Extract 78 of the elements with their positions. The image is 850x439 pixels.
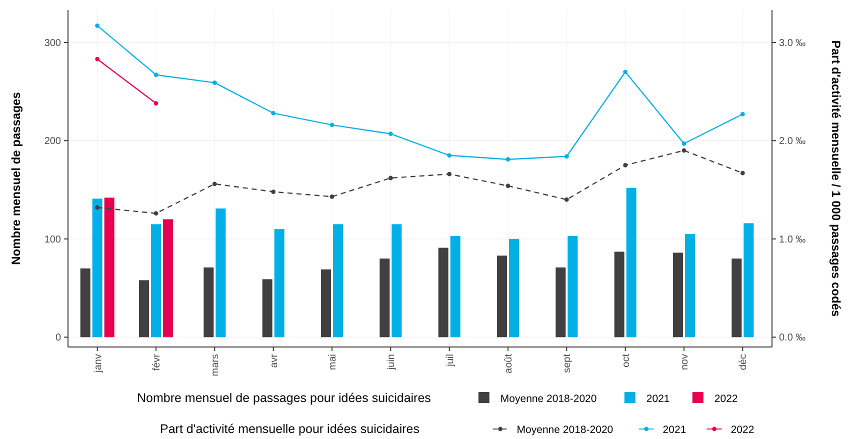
point xyxy=(154,72,158,78)
x-tick-label: juin xyxy=(386,354,398,371)
bar xyxy=(450,236,460,338)
legend-title: Nombre mensuel de passages pour idées suicidaires xyxy=(137,391,431,405)
x-tick-label: oct xyxy=(620,354,632,368)
legend-label: Moyenne 2018-2020 xyxy=(500,393,597,405)
x-tick-label: avr xyxy=(268,353,280,368)
point xyxy=(388,132,393,136)
point xyxy=(564,154,569,159)
legend-label: 2021 xyxy=(662,424,686,436)
bar xyxy=(274,229,284,338)
bar xyxy=(104,198,114,338)
point xyxy=(154,101,158,106)
legend-label: 2021 xyxy=(646,393,670,405)
point xyxy=(623,70,628,74)
x-tick-label: août xyxy=(504,354,514,374)
bar xyxy=(732,258,742,338)
x-tick-label: juil xyxy=(444,354,456,368)
legend-label: 2022 xyxy=(730,424,754,436)
point xyxy=(682,141,686,146)
point xyxy=(506,184,510,188)
x-tick-label: nov xyxy=(680,354,690,370)
point xyxy=(388,176,393,180)
bar xyxy=(556,267,566,338)
point xyxy=(271,190,276,194)
point xyxy=(330,122,334,128)
legend-label: Moyenne 2018-2020 xyxy=(516,424,614,436)
bar xyxy=(321,269,331,338)
bar xyxy=(204,267,214,338)
bar xyxy=(568,236,578,338)
y-tick-label: 100 xyxy=(44,234,62,246)
point xyxy=(330,194,334,199)
y2-tick-label: 3.0 ‰ xyxy=(779,38,806,49)
y-axis-title: Nombre mensuel de passages xyxy=(9,92,23,265)
legend-label: 2022 xyxy=(714,393,738,405)
point xyxy=(506,157,510,162)
point xyxy=(95,205,100,210)
point xyxy=(740,112,745,116)
point xyxy=(271,110,276,116)
point xyxy=(682,148,686,153)
point xyxy=(564,197,569,202)
x-tick-label: déc xyxy=(738,354,750,370)
y2-axis-title: Part d'activité mensuelle / 1 000 passages codés xyxy=(829,40,843,317)
bar xyxy=(685,234,695,338)
bar xyxy=(333,224,343,338)
bar xyxy=(380,258,390,338)
point xyxy=(740,170,745,176)
bar xyxy=(614,252,624,338)
point xyxy=(154,211,158,216)
y2-tick-label: 1.0 ‰ xyxy=(779,234,806,246)
point xyxy=(95,24,100,28)
x-tick-label: mai xyxy=(328,354,338,370)
point xyxy=(447,153,452,158)
bar xyxy=(626,188,636,338)
bar xyxy=(163,219,173,338)
bar xyxy=(509,238,519,338)
point xyxy=(95,56,100,62)
y-tick-label: 0 xyxy=(55,332,62,344)
text: Part d'activité mensuelle pour idées suicidaires xyxy=(160,422,420,436)
point xyxy=(623,163,628,168)
x-tick-label: févr xyxy=(152,353,162,371)
x-tick-label: sept xyxy=(562,354,574,373)
bar xyxy=(438,248,448,338)
y-tick-label: 300 xyxy=(44,38,62,49)
y-tick-label: 200 xyxy=(44,136,62,148)
bar xyxy=(216,208,226,338)
x-tick-label: mars xyxy=(210,354,222,376)
point xyxy=(212,182,217,186)
y2-tick-label: 2.0 ‰ xyxy=(779,136,806,148)
bar xyxy=(673,252,683,338)
x-tick-label: janv xyxy=(92,354,104,374)
point xyxy=(447,172,452,176)
y2-tick-label: 0.0 ‰ xyxy=(779,332,806,344)
bar xyxy=(744,223,754,338)
bar xyxy=(262,279,272,338)
bar xyxy=(392,224,402,338)
point xyxy=(212,80,217,85)
bar xyxy=(497,256,507,338)
